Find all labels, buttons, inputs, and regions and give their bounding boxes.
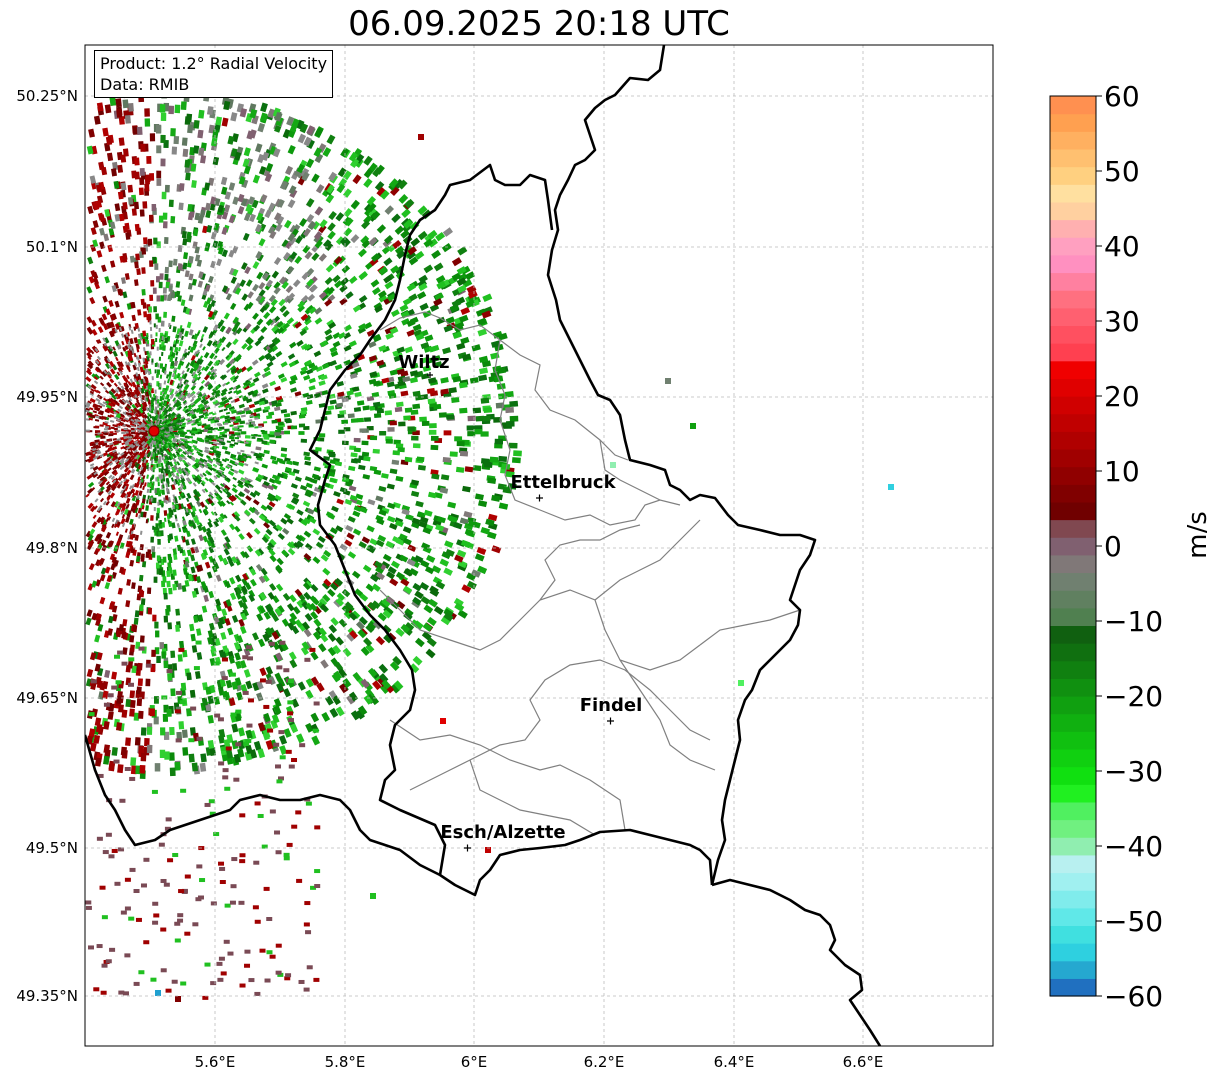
radar-echoes [85, 88, 894, 1002]
city-label-ettelbruck: Ettelbruck [510, 472, 616, 493]
map-frame [84, 44, 994, 1047]
grid-lines [85, 45, 993, 1046]
canton-boundaries [379, 311, 801, 836]
lat-tick-label: 49.95°N [16, 388, 78, 406]
lon-tick-label: 6.6°E [843, 1053, 884, 1071]
radar-location-marker [148, 425, 160, 437]
lat-tick-label: 49.8°N [26, 539, 78, 557]
lat-tick-label: 49.35°N [16, 987, 78, 1005]
map-title: 06.09.2025 20:18 UTC [348, 4, 730, 44]
city-label-findel: Findel [580, 695, 643, 716]
colorbar-unit-label: m/s [1183, 511, 1207, 559]
lat-tick-label: 50.25°N [16, 87, 78, 105]
lat-tick-label: 49.65°N [16, 689, 78, 707]
data-source-label: Data: RMIB [100, 75, 190, 94]
lat-tick-label: 50.1°N [26, 238, 78, 256]
city-label-esch-alzette: Esch/Alzette [440, 822, 565, 843]
lon-tick-label: 6.2°E [584, 1053, 625, 1071]
city-markers [427, 372, 614, 852]
lon-tick-label: 6°E [461, 1053, 488, 1071]
product-label: Product: 1.2° Radial Velocity [100, 54, 328, 73]
lon-tick-label: 5.8°E [325, 1053, 366, 1071]
lat-tick-label: 49.5°N [26, 839, 78, 857]
product-info-box: Product: 1.2° Radial Velocity Data: RMIB [94, 50, 334, 98]
national-borders [85, 45, 882, 1046]
lon-tick-label: 6.4°E [714, 1053, 755, 1071]
city-label-wiltz: Wiltz [398, 352, 449, 373]
lon-tick-label: 5.6°E [195, 1053, 236, 1071]
